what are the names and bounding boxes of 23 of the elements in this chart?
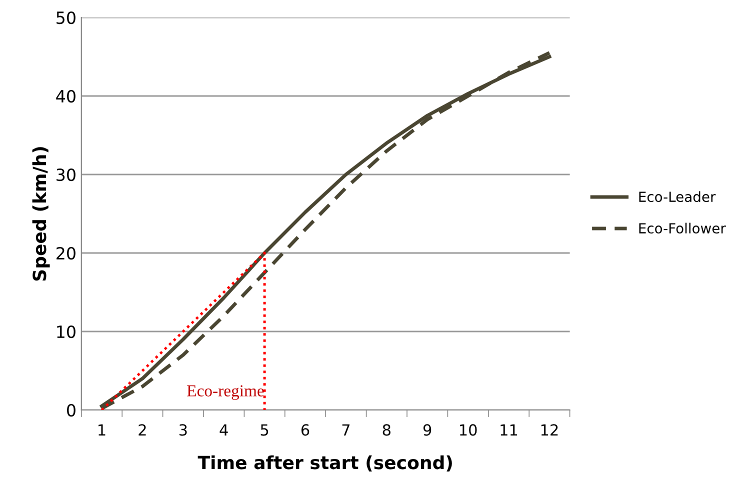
x-tick-label: 4 [220,424,228,436]
legend-label: Eco-Leader [639,191,716,202]
y-tick-label: 30 [56,168,76,182]
x-tick-label: 7 [342,424,350,436]
x-tick-label: 6 [301,424,310,436]
x-tick-label: 11 [500,424,518,436]
x-tick-label: 1 [98,424,106,436]
legend-label: Eco-Follower [639,222,726,234]
x-tick-label: 2 [138,424,146,436]
x-tick-label: 5 [260,424,268,436]
y-tick-label: 50 [56,11,76,24]
y-tick-label: 10 [57,325,76,338]
x-tick-label: 12 [541,424,558,436]
y-tick-label: 0 [67,404,76,417]
x-tick-label: 8 [382,424,390,436]
y-tick-label: 20 [56,246,76,260]
y-tick-label: 40 [56,90,76,103]
y-axis-title: Speed (km/h) [32,147,50,281]
x-tick-label: 10 [460,424,477,436]
x-axis-title: Time after start (second) [198,455,452,472]
annotation: Eco-regime [187,385,264,400]
x-tick-label: 9 [423,424,432,436]
x-tick-label: 3 [179,424,187,436]
